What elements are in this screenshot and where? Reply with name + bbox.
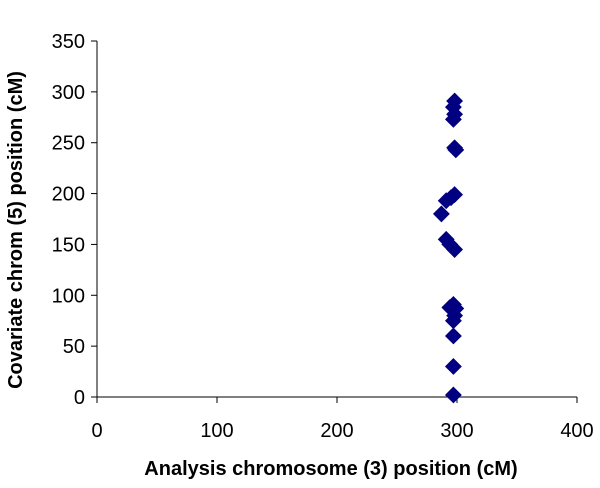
x-axis-ticks: 0 100 200 300 400: [91, 397, 594, 442]
data-point: [444, 327, 462, 345]
y-tick-label: 150: [52, 234, 85, 256]
data-points: [432, 92, 465, 404]
data-point: [437, 192, 455, 210]
x-tick-label: 300: [440, 420, 473, 442]
y-tick-label: 50: [63, 336, 85, 358]
x-tick-label: 400: [560, 420, 593, 442]
x-tick-label: 200: [320, 420, 353, 442]
y-tick-label: 0: [74, 387, 85, 409]
plot-area: [96, 41, 577, 398]
data-point: [444, 358, 462, 375]
y-tick-label: 100: [52, 285, 85, 307]
y-tick-label: 350: [52, 31, 85, 53]
data-point: [444, 386, 462, 404]
y-axis-ticks: 0 50 100 150 200 250 300 350: [52, 31, 97, 409]
data-point: [444, 110, 462, 128]
data-point: [446, 241, 464, 258]
x-tick-label: 0: [91, 420, 102, 442]
data-point: [432, 205, 450, 223]
y-tick-label: 200: [52, 184, 85, 206]
x-tick-label: 100: [200, 420, 233, 442]
y-tick-label: 300: [52, 82, 85, 104]
data-point: [447, 141, 465, 159]
y-tick-label: 250: [52, 133, 85, 155]
x-axis-title: Analysis chromosome (3) position (cM): [144, 458, 517, 480]
y-axis-title: Covariate chrom (5) position (cM): [5, 71, 27, 389]
